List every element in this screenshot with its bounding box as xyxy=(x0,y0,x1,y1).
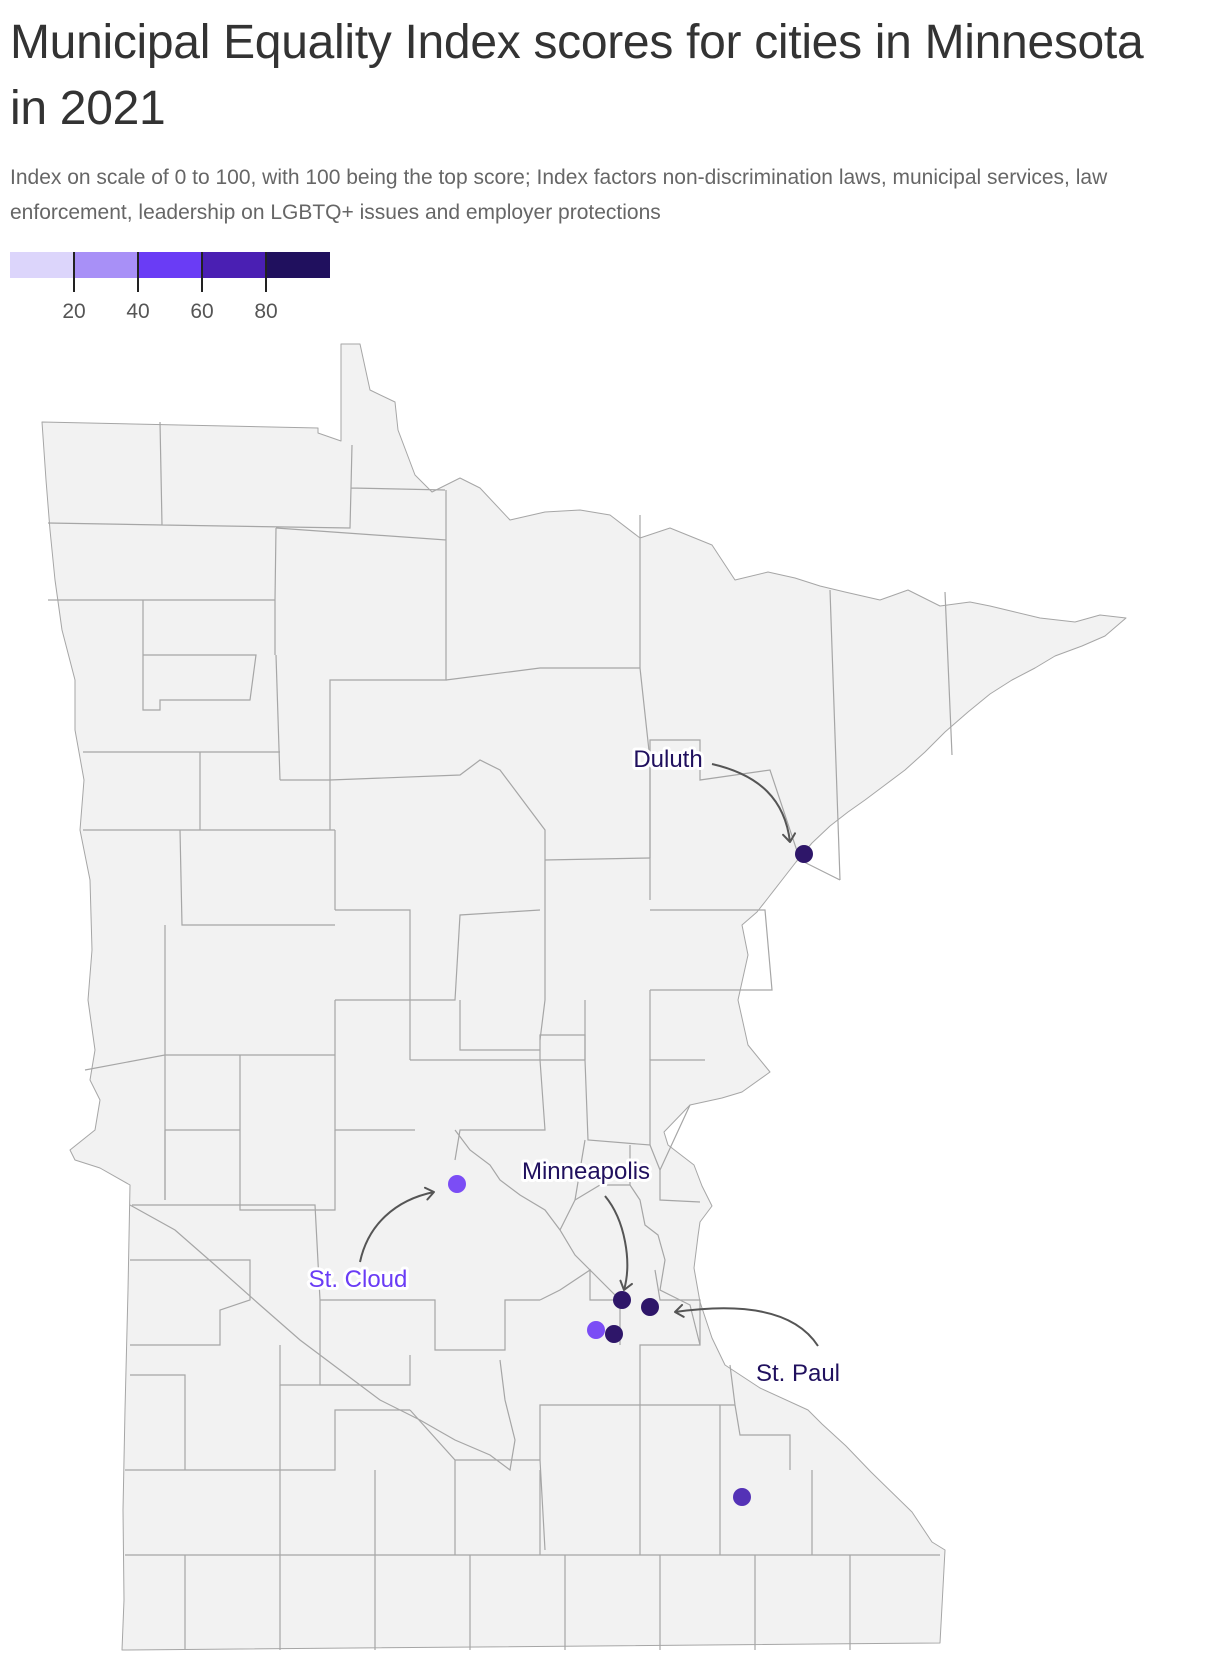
st-cloud-arrow xyxy=(359,1186,435,1263)
city-label-minneapolis: Minneapolis xyxy=(522,1158,650,1185)
minneapolis-arrow xyxy=(604,1195,633,1291)
legend-label-40: 40 xyxy=(126,300,150,323)
city-dot[interactable] xyxy=(587,1321,605,1339)
legend-tick xyxy=(265,252,267,292)
annotation-arrows xyxy=(359,763,819,1347)
legend-swatch-0 xyxy=(10,252,74,278)
legend-tick xyxy=(201,252,203,292)
duluth-arrow xyxy=(711,763,797,843)
city-label-st-cloud: St. Cloud xyxy=(309,1266,408,1293)
legend-label-60: 60 xyxy=(190,300,214,323)
city-dot[interactable] xyxy=(605,1325,623,1343)
city-dot-st-cloud[interactable] xyxy=(448,1175,466,1193)
city-dot-minneapolis[interactable] xyxy=(613,1291,631,1309)
legend-label-80: 80 xyxy=(254,300,278,323)
city-labels: Duluth St. Cloud Minneapolis St. Paul xyxy=(306,743,843,1390)
legend-swatch-4 xyxy=(266,252,330,278)
city-dots xyxy=(448,845,813,1506)
legend-label-20: 20 xyxy=(62,300,86,323)
minnesota-county-map: Duluth St. Cloud Minneapolis St. Paul xyxy=(41,343,1127,1651)
county-boundaries xyxy=(47,421,953,1650)
legend-swatch-2 xyxy=(138,252,202,278)
legend-swatch-3 xyxy=(202,252,266,278)
st-paul-arrow xyxy=(674,1303,819,1347)
legend-swatch-1 xyxy=(74,252,138,278)
color-legend: 20 40 60 80 xyxy=(10,252,370,323)
minnesota-state-shape xyxy=(41,343,1127,1651)
city-label-duluth: Duluth xyxy=(633,746,702,773)
city-dot-duluth[interactable] xyxy=(795,845,813,863)
legend-tick xyxy=(137,252,139,292)
chart-title: Municipal Equality Index scores for citi… xyxy=(10,16,1144,135)
legend-tick xyxy=(73,252,75,292)
city-dot[interactable] xyxy=(733,1488,751,1506)
chart-subtitle: Index on scale of 0 to 100, with 100 bei… xyxy=(10,166,1108,224)
city-label-st-paul: St. Paul xyxy=(756,1360,840,1387)
city-dot-st-paul[interactable] xyxy=(641,1298,659,1316)
